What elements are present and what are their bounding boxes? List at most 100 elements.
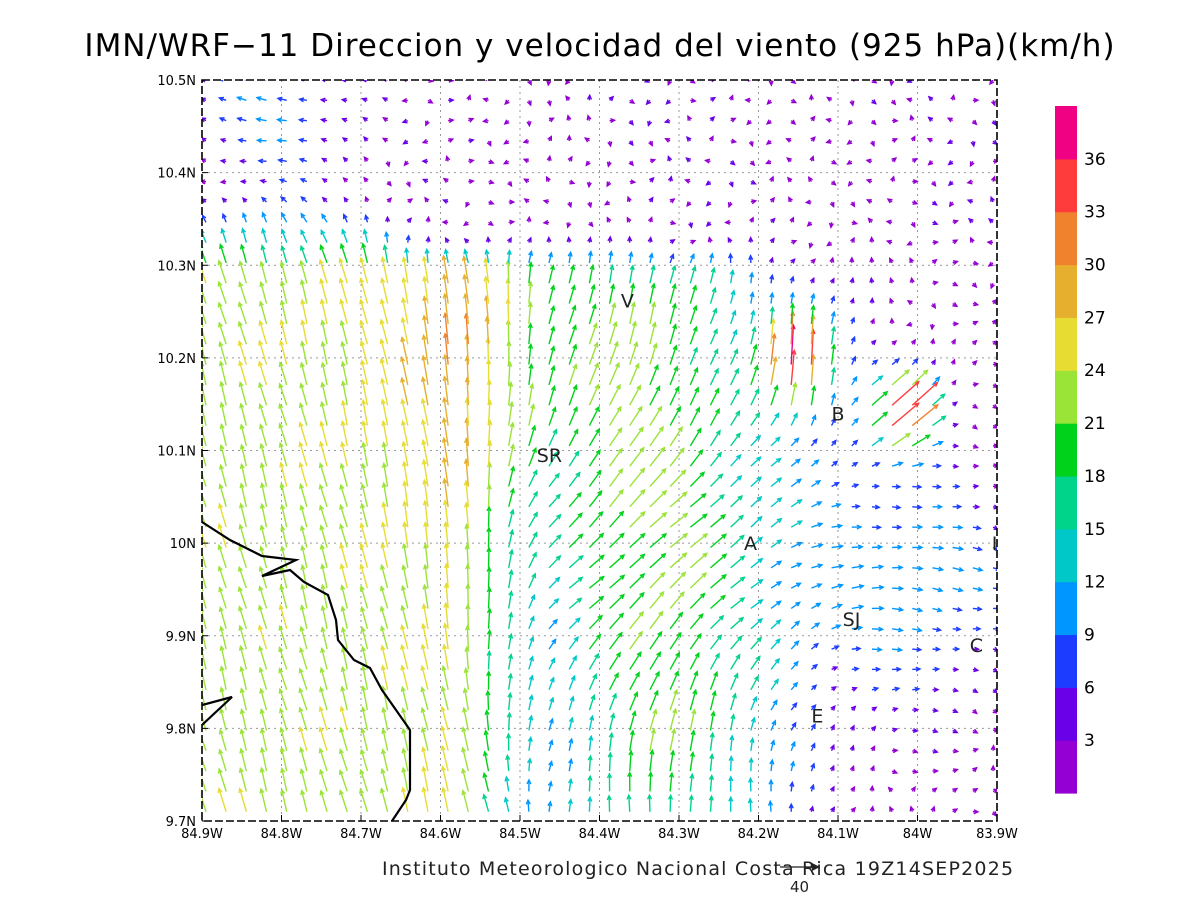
wind-vector — [568, 757, 574, 772]
wind-vector-head — [423, 542, 429, 549]
wind-vector-head — [733, 348, 739, 355]
wind-vector — [911, 158, 919, 163]
wind-vector — [339, 483, 348, 508]
wind-vector-head — [280, 788, 286, 795]
wind-vector-head — [401, 564, 407, 571]
wind-vector-head — [611, 301, 617, 308]
wind-vector-head — [576, 597, 583, 603]
wind-vector-shaft — [932, 441, 943, 447]
wind-vector-head — [405, 234, 411, 241]
wind-vector — [340, 626, 348, 650]
wind-vector-head — [586, 182, 592, 189]
wind-vector — [830, 366, 837, 385]
wind-vector — [298, 687, 308, 711]
wind-vector-head — [441, 456, 448, 463]
wind-vector — [422, 478, 429, 507]
wind-vector-head — [977, 566, 984, 572]
wind-vector — [238, 523, 248, 548]
wind-vector-shaft — [441, 687, 449, 711]
wind-vector-head — [850, 335, 856, 342]
wind-vector-shaft — [382, 483, 389, 507]
wind-vector-head — [858, 604, 865, 610]
wind-vector — [421, 178, 429, 184]
wind-vector-shaft — [629, 511, 646, 528]
wind-vector — [891, 686, 901, 692]
wind-vector — [217, 301, 227, 325]
wind-vector — [932, 666, 941, 672]
wind-vector-shaft — [402, 441, 409, 467]
wind-vector — [808, 93, 814, 101]
wind-vector — [790, 640, 800, 650]
wind-vector — [932, 607, 943, 613]
wind-vector-head — [532, 551, 537, 558]
wind-vector — [750, 557, 764, 569]
wind-vector — [506, 248, 512, 263]
wind-vector — [972, 626, 982, 632]
wind-vector — [629, 630, 644, 650]
wind-vector-shaft — [790, 382, 797, 406]
wind-vector-shaft — [588, 756, 592, 772]
wind-vector-shaft — [465, 335, 470, 365]
wind-vector-head — [420, 375, 426, 383]
wind-vector-shaft — [239, 646, 248, 670]
wind-vector-head — [887, 786, 894, 793]
wind-vector — [386, 180, 392, 187]
wind-vector-shaft — [444, 603, 449, 629]
wind-vector-head — [260, 244, 266, 251]
wind-vector-head — [914, 380, 920, 387]
wind-vector-head — [739, 555, 746, 561]
wind-vector-shaft — [380, 606, 389, 629]
wind-vector-head — [987, 261, 994, 267]
wind-vector-head — [990, 764, 996, 771]
wind-vector-head — [585, 160, 591, 167]
wind-vector-head — [935, 626, 943, 633]
wind-vector-head — [488, 159, 495, 165]
wind-vector — [810, 438, 818, 447]
wind-vector — [750, 179, 757, 185]
wind-vector-head — [953, 321, 960, 327]
wind-vector-shaft — [629, 342, 638, 365]
wind-vector — [255, 117, 267, 123]
wind-vector — [299, 482, 308, 508]
wind-vector-head — [542, 199, 549, 205]
wind-vector-head — [527, 80, 532, 86]
wind-vector-head — [260, 196, 267, 203]
wind-vector — [932, 440, 945, 447]
wind-vector-head — [776, 539, 783, 545]
wind-vector-head — [485, 236, 491, 243]
wind-vector-head — [696, 427, 702, 434]
wind-vector-shaft — [689, 633, 702, 650]
wind-vector-shaft — [218, 768, 227, 792]
wind-vector-head — [628, 749, 634, 756]
wind-vector-shaft — [629, 692, 638, 711]
wind-vector — [400, 664, 409, 690]
wind-vector-head — [594, 383, 600, 390]
wind-vector-head — [852, 375, 858, 382]
wind-vector — [709, 614, 725, 630]
wind-vector — [972, 566, 984, 572]
wind-vector-shaft — [279, 626, 288, 650]
wind-vector — [320, 381, 328, 406]
wind-vector — [851, 564, 865, 570]
wind-vector-head — [217, 522, 223, 529]
wind-vector — [747, 776, 754, 792]
wind-vector — [871, 375, 884, 386]
wind-vector-shaft — [339, 524, 348, 548]
wind-vector-shaft — [568, 344, 577, 365]
wind-vector — [420, 706, 429, 731]
wind-vector-shaft — [790, 413, 798, 426]
wind-vector-head — [953, 748, 960, 754]
wind-vector-head — [425, 120, 430, 127]
wind-vector-head — [932, 280, 939, 286]
wind-vector-head — [661, 532, 668, 539]
wind-vector-shaft — [992, 506, 997, 509]
wind-vector-head — [442, 292, 448, 299]
wind-vector — [972, 809, 980, 815]
wind-vector — [750, 364, 759, 386]
wind-vector — [608, 405, 622, 426]
y-tick-label: 10.3N — [157, 259, 196, 274]
wind-vector — [217, 767, 227, 792]
wind-vector-head — [532, 531, 538, 538]
wind-vector-shaft — [669, 513, 688, 528]
wind-vector-head — [259, 524, 265, 531]
